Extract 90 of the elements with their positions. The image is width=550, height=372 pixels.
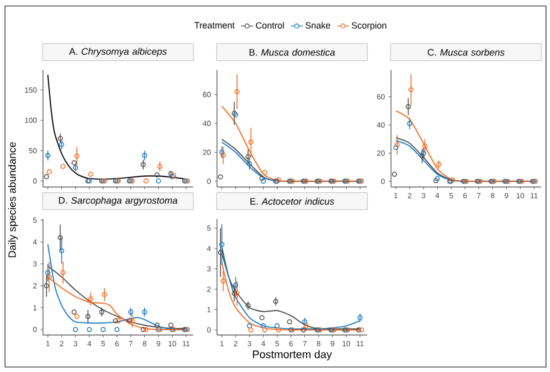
point xyxy=(407,121,412,126)
legend-label: Control xyxy=(256,22,284,29)
point xyxy=(232,290,237,296)
point xyxy=(259,176,264,181)
point xyxy=(59,142,64,148)
point xyxy=(246,154,251,160)
point xyxy=(102,292,108,298)
point xyxy=(140,162,146,168)
point xyxy=(260,178,266,184)
point xyxy=(130,318,135,324)
point xyxy=(276,327,282,332)
point xyxy=(143,178,149,184)
point xyxy=(393,144,398,150)
point xyxy=(58,235,63,240)
point xyxy=(392,172,398,177)
point xyxy=(262,327,268,332)
legend-title: Treatment xyxy=(194,22,235,28)
point xyxy=(46,169,52,174)
point xyxy=(44,174,49,180)
point xyxy=(114,326,120,332)
point xyxy=(154,322,160,328)
point xyxy=(58,136,63,142)
legend-label: Snake xyxy=(306,22,330,29)
point xyxy=(72,326,78,332)
point xyxy=(156,178,161,184)
point xyxy=(219,242,224,247)
point xyxy=(406,104,411,110)
point xyxy=(85,314,90,319)
point xyxy=(220,152,226,158)
point xyxy=(59,248,64,254)
point xyxy=(44,283,49,288)
point xyxy=(219,150,224,155)
point xyxy=(143,326,149,332)
point xyxy=(248,327,254,332)
y-axis-title: Daily species abundance xyxy=(8,142,18,258)
point xyxy=(60,270,66,276)
point xyxy=(274,323,280,328)
point xyxy=(218,174,223,180)
point xyxy=(408,87,414,92)
point xyxy=(45,270,50,276)
point xyxy=(74,314,80,319)
line-series xyxy=(47,74,187,180)
point xyxy=(248,140,254,145)
point xyxy=(142,152,148,158)
chart-title: C. Musca sorbens xyxy=(428,48,504,56)
point xyxy=(154,172,160,178)
point xyxy=(259,315,264,320)
point xyxy=(394,142,400,148)
point xyxy=(436,162,442,167)
point xyxy=(262,170,268,176)
chart-title: E. Actocetor indicus xyxy=(250,198,334,205)
point xyxy=(113,318,118,324)
point xyxy=(420,153,425,159)
point xyxy=(126,318,132,324)
point xyxy=(246,323,252,328)
legend-label: Scorpion xyxy=(352,22,386,30)
point xyxy=(434,176,440,182)
point xyxy=(88,296,94,302)
point xyxy=(86,326,92,332)
point xyxy=(60,164,66,169)
point xyxy=(46,274,52,280)
point xyxy=(287,319,292,324)
point xyxy=(74,154,80,159)
point xyxy=(100,326,106,332)
point xyxy=(220,278,226,284)
point xyxy=(422,144,428,149)
point xyxy=(358,327,364,332)
point xyxy=(420,150,426,156)
point xyxy=(304,323,309,328)
point xyxy=(260,323,266,328)
point xyxy=(72,309,77,315)
point xyxy=(300,327,306,332)
point xyxy=(72,160,77,166)
point xyxy=(45,152,50,158)
point xyxy=(72,165,78,170)
chart-title: A. Chrysomya albiceps xyxy=(69,48,167,57)
point xyxy=(168,322,174,328)
point xyxy=(234,290,240,296)
point xyxy=(142,309,148,315)
point xyxy=(157,164,162,169)
point xyxy=(234,89,240,94)
chart-title: B. Musca domestica xyxy=(250,48,335,56)
point xyxy=(116,318,121,324)
point xyxy=(246,161,252,166)
x-axis-title: Postmortem day xyxy=(253,350,332,360)
chart-title: D. Sarcophaga argyrostoma xyxy=(59,196,178,206)
point xyxy=(233,282,238,288)
point xyxy=(140,326,146,332)
point xyxy=(88,172,94,177)
line-series xyxy=(395,110,535,182)
